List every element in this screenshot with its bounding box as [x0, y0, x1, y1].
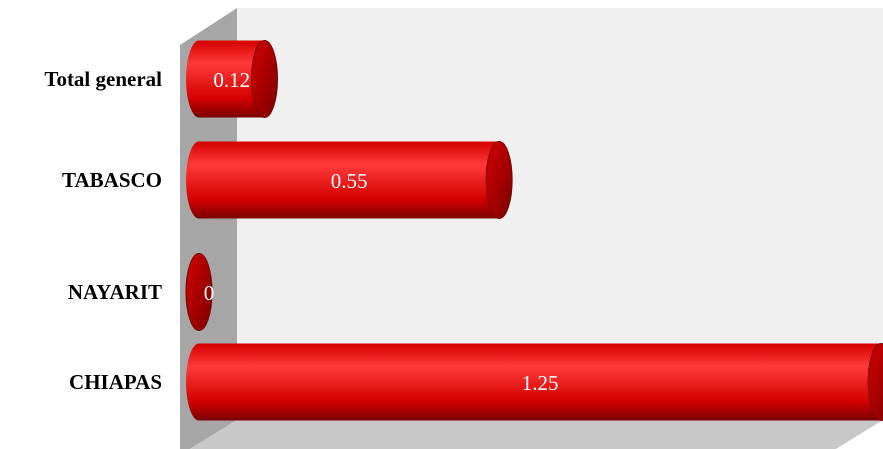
chart-floor [189, 420, 883, 449]
bars-group: 1.25 0 0.55 0.12 [185, 40, 883, 421]
data-label-chiapas: 1.25 [522, 371, 559, 395]
category-labels: CHIAPAS NAYARIT TABASCO Total general [44, 67, 162, 394]
category-label-tabasco: TABASCO [62, 168, 162, 192]
bar-end-cap [250, 40, 278, 118]
chart-back-wall [237, 8, 883, 420]
bar-nayarit: 0 [185, 253, 215, 331]
bar-tabasco: 0.55 [186, 141, 513, 219]
data-label-tabasco: 0.55 [331, 169, 368, 193]
bar-end-cap [485, 141, 513, 219]
category-label-nayarit: NAYARIT [68, 280, 162, 304]
bar-chiapas: 1.25 [186, 343, 883, 421]
data-label-nayarit: 0 [204, 281, 215, 305]
data-label-total-general: 0.12 [213, 68, 250, 92]
bar-end-cap [185, 253, 213, 331]
category-label-chiapas: CHIAPAS [69, 370, 162, 394]
chart-side-wall [180, 8, 237, 449]
bar-body [186, 141, 513, 219]
category-label-total-general: Total general [44, 67, 162, 91]
bar-total-general: 0.12 [186, 40, 278, 118]
bar-body [186, 343, 883, 421]
bar-end-cap [867, 343, 883, 421]
